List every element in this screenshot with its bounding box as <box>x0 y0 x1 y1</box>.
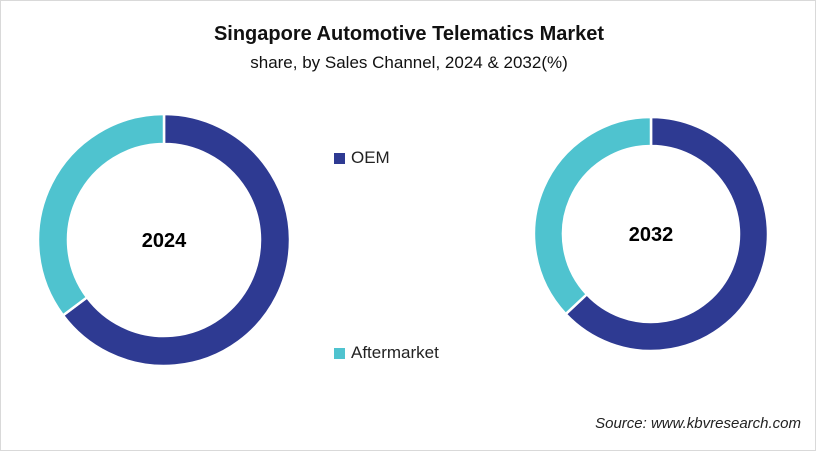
slice-2032-oem <box>563 115 770 353</box>
slice-2024-oem <box>61 112 292 368</box>
chart-subtitle: share, by Sales Channel, 2024 & 2032(%) <box>250 53 568 72</box>
legend-label-oem: OEM <box>351 148 390 167</box>
legend-item-oem: OEM <box>334 148 390 168</box>
source-text: Source: www.kbvresearch.com <box>595 415 801 432</box>
donut-center-label-2024: 2024 <box>142 230 187 252</box>
legend-swatch-oem <box>334 152 345 164</box>
legend-item-aftermarket: Aftermarket <box>334 343 439 363</box>
donut-center-label-2032: 2032 <box>629 224 674 246</box>
legend-label-aftermarket: Aftermarket <box>351 343 439 362</box>
slice-2024-aftermarket <box>36 112 166 318</box>
chart-title: Singapore Automotive Telematics Market <box>213 23 605 45</box>
legend-swatch-aftermarket <box>334 347 345 359</box>
slice-2032-aftermarket <box>532 115 653 316</box>
